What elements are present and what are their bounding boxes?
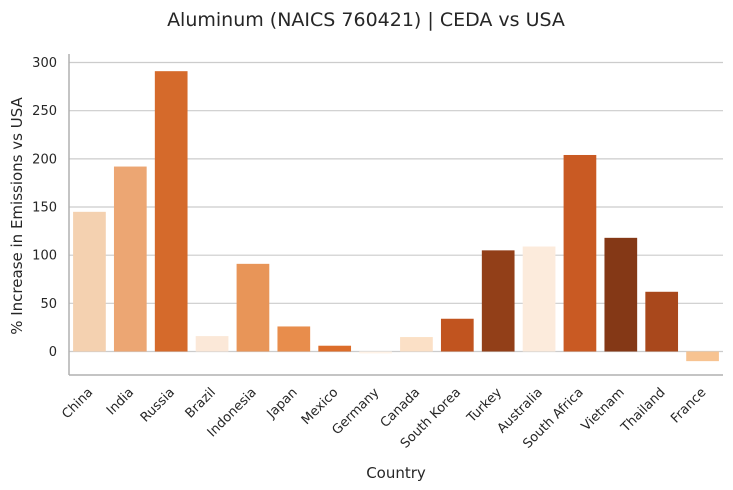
y-tick-label: 0 xyxy=(49,345,57,360)
bar xyxy=(359,351,392,354)
bar xyxy=(481,250,515,352)
y-axis-title: % Increase in Emissions vs USA xyxy=(8,97,26,335)
bar xyxy=(604,237,638,352)
y-tick-labels: 0 50 100 150 200 250 300 xyxy=(32,56,57,360)
bar xyxy=(440,318,474,352)
y-tick-label: 250 xyxy=(32,104,57,119)
bar xyxy=(113,166,147,352)
y-tick-label: 100 xyxy=(32,249,57,264)
bar xyxy=(195,336,229,352)
x-tick-label: Russia xyxy=(138,385,178,425)
bar xyxy=(645,291,679,352)
bar xyxy=(236,263,270,352)
x-tick-label: Brazil xyxy=(183,385,219,421)
bar xyxy=(400,337,433,352)
y-tick-label: 50 xyxy=(40,297,57,312)
bar xyxy=(318,345,352,352)
bar xyxy=(73,211,106,352)
bar xyxy=(563,154,597,352)
y-tick-label: 300 xyxy=(32,56,57,71)
axes xyxy=(68,54,723,376)
bar xyxy=(686,351,719,362)
bar xyxy=(277,326,311,352)
y-tick-label: 200 xyxy=(32,152,57,167)
bar xyxy=(522,246,556,352)
y-tick-label: 150 xyxy=(32,201,57,216)
x-tick-label: Thailand xyxy=(618,385,669,436)
x-axis-title: Country xyxy=(366,464,426,482)
x-tick-label: France xyxy=(668,385,709,426)
x-tick-label: China xyxy=(59,385,96,422)
chart-title: Aluminum (NAICS 760421) | CEDA vs USA xyxy=(167,9,565,31)
bars xyxy=(73,71,719,362)
x-tick-label: India xyxy=(104,385,137,418)
bar xyxy=(154,71,188,352)
x-tick-label: Japan xyxy=(264,385,301,422)
